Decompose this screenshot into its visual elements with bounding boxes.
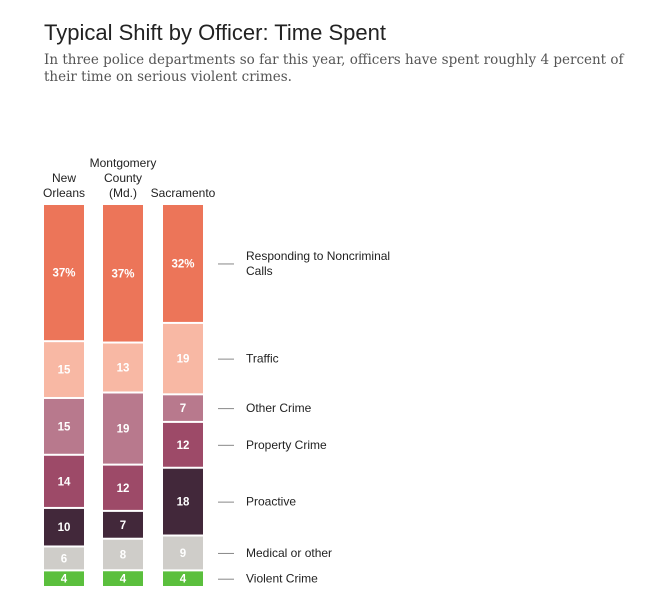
bar-segment-proactive-new-orleans	[44, 508, 84, 546]
legend-label-responding-to-noncriminal-calls-line-1: Calls	[246, 264, 273, 278]
value-label-traffic-sacramento: 19	[177, 354, 190, 366]
value-label-other-crime-montgomery-county-md: 19	[117, 424, 130, 436]
value-label-traffic-new-orleans: 15	[58, 365, 71, 377]
bar-segment-property-crime-montgomery-county-md	[103, 465, 143, 510]
column-header-montgomery-county-md-line-2: (Md.)	[109, 186, 137, 200]
legend-label-responding-to-noncriminal-calls-line-0: Responding to Noncriminal	[246, 249, 390, 263]
legend-label-medical-or-other-line-0: Medical or other	[246, 546, 332, 560]
value-label-medical-or-other-montgomery-county-md: 8	[120, 549, 127, 561]
bar-segment-violent-crime-montgomery-county-md	[103, 571, 143, 586]
value-label-other-crime-new-orleans: 15	[58, 421, 71, 433]
value-label-violent-crime-montgomery-county-md: 4	[120, 574, 127, 586]
value-label-responding-to-noncriminal-calls-sacramento: 32%	[171, 258, 194, 270]
bar-segment-traffic-montgomery-county-md	[103, 343, 143, 392]
bar-segment-proactive-montgomery-county-md	[103, 511, 143, 538]
bar-segment-other-crime-montgomery-county-md	[103, 393, 143, 464]
value-label-responding-to-noncriminal-calls-montgomery-county-md: 37%	[111, 268, 134, 280]
bar-segment-medical-or-other-montgomery-county-md	[103, 539, 143, 570]
value-label-violent-crime-new-orleans: 4	[61, 574, 68, 586]
bar-segment-proactive-sacramento	[163, 468, 203, 535]
bar-segment-other-crime-new-orleans	[44, 398, 84, 454]
column-header-sacramento-line-0: Sacramento	[151, 186, 216, 200]
legend-label-proactive-line-0: Proactive	[246, 495, 296, 509]
chart-title: Typical Shift by Officer: Time Spent	[44, 20, 386, 45]
value-label-property-crime-sacramento: 12	[177, 440, 190, 452]
value-label-medical-or-other-new-orleans: 6	[61, 553, 67, 565]
legend-label-property-crime-line-0: Property Crime	[246, 438, 327, 452]
bar-segment-traffic-new-orleans	[44, 342, 84, 397]
bar-segment-violent-crime-new-orleans	[44, 571, 84, 586]
bar-segment-medical-or-other-new-orleans	[44, 547, 84, 570]
bar-segment-responding-to-noncriminal-calls-sacramento	[163, 205, 203, 322]
bar-segment-responding-to-noncriminal-calls-new-orleans	[44, 205, 84, 341]
legend-label-other-crime-line-0: Other Crime	[246, 401, 312, 415]
bar-segment-responding-to-noncriminal-calls-montgomery-county-md	[103, 205, 143, 342]
value-label-traffic-montgomery-county-md: 13	[117, 363, 130, 375]
chart-subtitle: In three police departments so far this …	[44, 52, 624, 85]
value-label-proactive-new-orleans: 10	[58, 522, 71, 534]
value-label-responding-to-noncriminal-calls-new-orleans: 37%	[52, 268, 75, 280]
value-label-violent-crime-sacramento: 4	[180, 574, 187, 586]
bar-segment-other-crime-sacramento	[163, 395, 203, 421]
value-label-property-crime-new-orleans: 14	[58, 476, 71, 488]
value-label-property-crime-montgomery-county-md: 12	[117, 483, 130, 495]
bar-segment-violent-crime-sacramento	[163, 571, 203, 586]
column-header-montgomery-county-md-line-0: Montgomery	[90, 156, 157, 170]
column-header-new-orleans-line-1: Orleans	[43, 186, 85, 200]
value-label-proactive-sacramento: 18	[177, 497, 190, 509]
legend-label-traffic-line-0: Traffic	[246, 352, 279, 366]
bar-segment-property-crime-new-orleans	[44, 455, 84, 507]
value-label-proactive-montgomery-county-md: 7	[120, 520, 126, 532]
bar-segment-medical-or-other-sacramento	[163, 536, 203, 570]
bar-segment-traffic-sacramento	[163, 323, 203, 394]
bar-segment-property-crime-sacramento	[163, 422, 203, 467]
value-label-other-crime-sacramento: 7	[180, 403, 186, 415]
value-label-medical-or-other-sacramento: 9	[180, 548, 186, 560]
legend-label-violent-crime-line-0: Violent Crime	[246, 572, 318, 586]
column-header-montgomery-county-md-line-1: County	[104, 171, 142, 185]
column-header-new-orleans-line-0: New	[52, 171, 76, 185]
